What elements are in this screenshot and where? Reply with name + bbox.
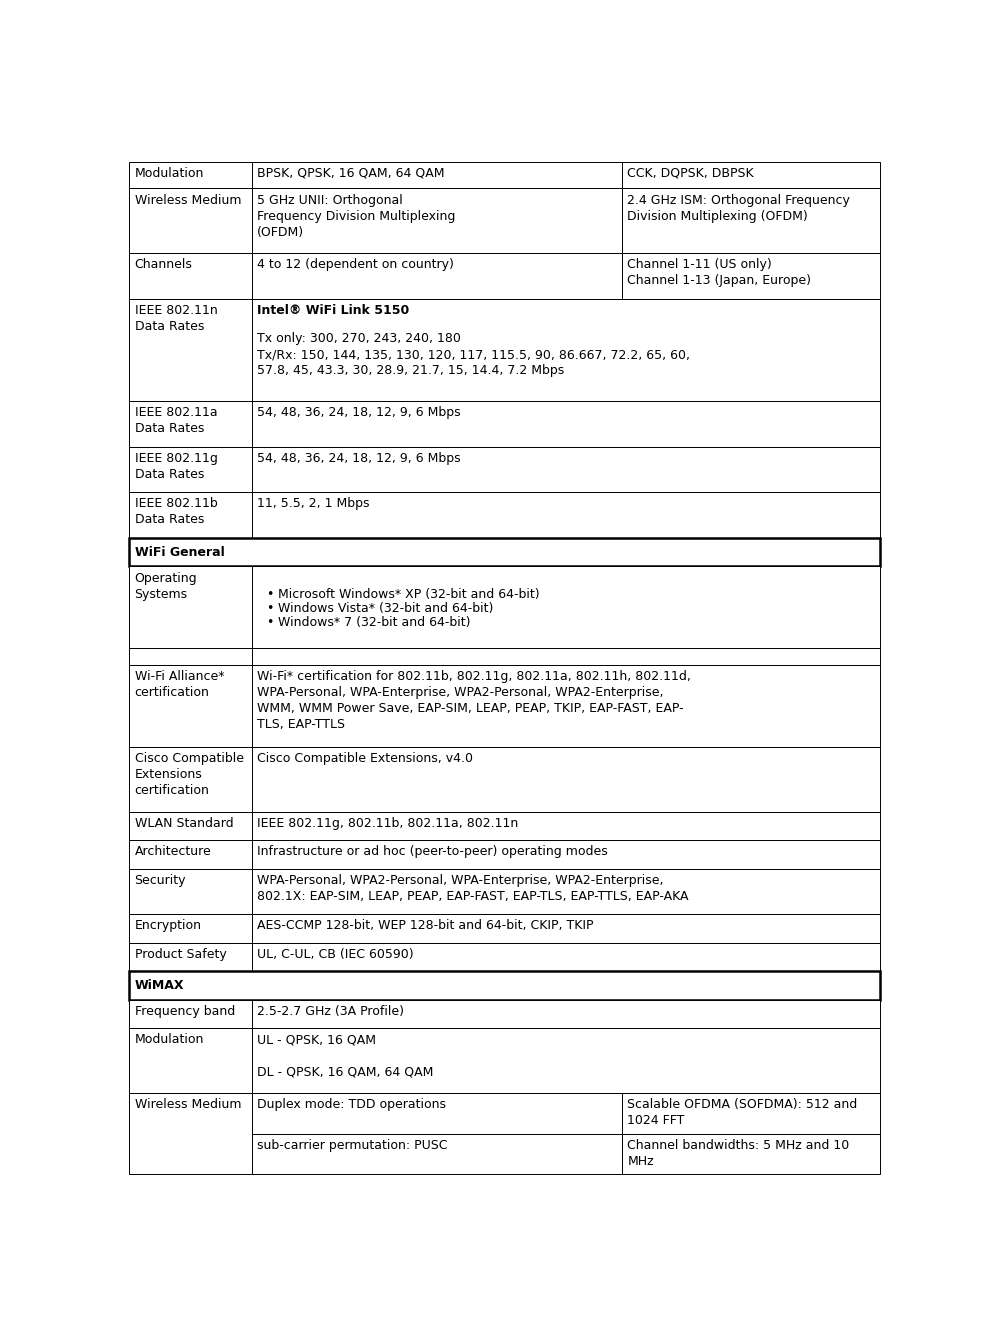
Bar — [622, 253, 881, 299]
Text: Wireless Medium: Wireless Medium — [135, 193, 241, 206]
Bar — [129, 299, 252, 401]
Text: Modulation: Modulation — [135, 1033, 204, 1046]
Text: 54, 48, 36, 24, 18, 12, 9, 6 Mbps: 54, 48, 36, 24, 18, 12, 9, 6 Mbps — [257, 406, 461, 419]
Text: UL, C-UL, CB (IEC 60590): UL, C-UL, CB (IEC 60590) — [257, 947, 414, 960]
Text: 2.4 GHz ISM: Orthogonal Frequency
Division Multiplexing (OFDM): 2.4 GHz ISM: Orthogonal Frequency Divisi… — [627, 193, 850, 222]
Bar — [129, 648, 252, 665]
Text: Cisco Compatible Extensions, v4.0: Cisco Compatible Extensions, v4.0 — [257, 751, 473, 765]
Text: Channel bandwidths: 5 MHz and 10
MHz: Channel bandwidths: 5 MHz and 10 MHz — [627, 1139, 850, 1168]
Text: 54, 48, 36, 24, 18, 12, 9, 6 Mbps: 54, 48, 36, 24, 18, 12, 9, 6 Mbps — [257, 452, 461, 464]
Text: AES-CCMP 128-bit, WEP 128-bit and 64-bit, CKIP, TKIP: AES-CCMP 128-bit, WEP 128-bit and 64-bit… — [257, 919, 594, 933]
Bar — [129, 665, 252, 747]
Text: Windows Vista* (32-bit and 64-bit): Windows Vista* (32-bit and 64-bit) — [279, 602, 493, 615]
Text: Intel® WiFi Link 5150: Intel® WiFi Link 5150 — [257, 304, 409, 316]
Text: Operating
Systems: Operating Systems — [135, 572, 197, 601]
Bar — [252, 1134, 622, 1175]
Bar — [252, 253, 622, 299]
Text: CCK, DQPSK, DBPSK: CCK, DQPSK, DBPSK — [627, 167, 754, 180]
Text: Product Safety: Product Safety — [135, 947, 227, 960]
Text: Microsoft Windows* XP (32-bit and 64-bit): Microsoft Windows* XP (32-bit and 64-bit… — [279, 589, 540, 602]
Bar — [622, 188, 881, 253]
Bar — [252, 868, 881, 914]
Text: Modulation: Modulation — [135, 167, 204, 180]
Bar — [252, 1028, 881, 1093]
Bar — [129, 868, 252, 914]
Bar — [252, 914, 881, 942]
Bar — [129, 914, 252, 942]
Bar — [129, 188, 252, 253]
Text: Duplex mode: TDD operations: Duplex mode: TDD operations — [257, 1098, 446, 1111]
Bar — [129, 566, 252, 648]
Bar — [252, 747, 881, 811]
Text: UL - QPSK, 16 QAM

DL - QPSK, 16 QAM, 64 QAM: UL - QPSK, 16 QAM DL - QPSK, 16 QAM, 64 … — [257, 1033, 433, 1078]
Text: Wi-Fi Alliance*
certification: Wi-Fi Alliance* certification — [135, 671, 224, 700]
Text: BPSK, QPSK, 16 QAM, 64 QAM: BPSK, QPSK, 16 QAM, 64 QAM — [257, 167, 444, 180]
Bar — [129, 811, 252, 840]
Text: Scalable OFDMA (SOFDMA): 512 and
1024 FFT: Scalable OFDMA (SOFDMA): 512 and 1024 FF… — [627, 1098, 858, 1127]
Text: Tx only: 300, 270, 243, 240, 180
Tx/Rx: 150, 144, 135, 130, 120, 117, 115.5, 90,: Tx only: 300, 270, 243, 240, 180 Tx/Rx: … — [257, 316, 690, 377]
Bar — [129, 161, 252, 188]
Bar — [129, 942, 252, 971]
Bar — [252, 299, 881, 401]
Text: IEEE 802.11n
Data Rates: IEEE 802.11n Data Rates — [135, 304, 218, 332]
Bar — [252, 1093, 622, 1134]
Text: 4 to 12 (dependent on country): 4 to 12 (dependent on country) — [257, 258, 454, 271]
Text: Security: Security — [135, 873, 186, 886]
Bar — [129, 1028, 252, 1093]
Bar — [252, 447, 881, 492]
Bar — [129, 1000, 252, 1028]
Text: 2.5-2.7 GHz (3A Profile): 2.5-2.7 GHz (3A Profile) — [257, 1004, 404, 1017]
Text: •: • — [266, 589, 274, 602]
Bar — [129, 447, 252, 492]
Text: Infrastructure or ad hoc (peer-to-peer) operating modes: Infrastructure or ad hoc (peer-to-peer) … — [257, 845, 608, 859]
Bar — [129, 492, 252, 538]
Text: Cisco Compatible
Extensions
certification: Cisco Compatible Extensions certificatio… — [135, 751, 243, 796]
Bar — [622, 161, 881, 188]
Text: IEEE 802.11g, 802.11b, 802.11a, 802.11n: IEEE 802.11g, 802.11b, 802.11a, 802.11n — [257, 816, 518, 830]
Text: WPA-Personal, WPA2-Personal, WPA-Enterprise, WPA2-Enterprise,
802.1X: EAP-SIM, L: WPA-Personal, WPA2-Personal, WPA-Enterpr… — [257, 873, 689, 902]
Text: sub-carrier permutation: PUSC: sub-carrier permutation: PUSC — [257, 1139, 447, 1151]
Text: Wireless Medium: Wireless Medium — [135, 1098, 241, 1111]
Bar — [129, 253, 252, 299]
Text: IEEE 802.11b
Data Rates: IEEE 802.11b Data Rates — [135, 497, 218, 527]
Bar — [129, 747, 252, 811]
Text: Channels: Channels — [135, 258, 192, 271]
Text: Channel 1-11 (US only)
Channel 1-13 (Japan, Europe): Channel 1-11 (US only) Channel 1-13 (Jap… — [627, 258, 812, 287]
Text: 5 GHz UNII: Orthogonal
Frequency Division Multiplexing
(OFDM): 5 GHz UNII: Orthogonal Frequency Divisio… — [257, 193, 455, 238]
Text: WiMAX: WiMAX — [135, 979, 184, 992]
Bar — [622, 1134, 881, 1175]
Bar — [252, 811, 881, 840]
Bar — [129, 971, 881, 1000]
Text: Wi-Fi* certification for 802.11b, 802.11g, 802.11a, 802.11h, 802.11d,
WPA-Person: Wi-Fi* certification for 802.11b, 802.11… — [257, 671, 690, 732]
Text: IEEE 802.11a
Data Rates: IEEE 802.11a Data Rates — [135, 406, 218, 435]
Text: •: • — [266, 617, 274, 630]
Bar — [129, 538, 881, 566]
Bar — [622, 1093, 881, 1134]
Bar — [252, 401, 881, 447]
Bar — [252, 665, 881, 747]
Bar — [252, 492, 881, 538]
Bar — [129, 1093, 252, 1175]
Text: IEEE 802.11g
Data Rates: IEEE 802.11g Data Rates — [135, 452, 218, 480]
Text: Frequency band: Frequency band — [135, 1004, 234, 1017]
Text: Windows* 7 (32-bit and 64-bit): Windows* 7 (32-bit and 64-bit) — [279, 617, 471, 630]
Text: •: • — [266, 602, 274, 615]
Bar — [129, 840, 252, 868]
Bar — [252, 840, 881, 868]
Bar — [252, 942, 881, 971]
Bar — [252, 648, 881, 665]
Text: 11, 5.5, 2, 1 Mbps: 11, 5.5, 2, 1 Mbps — [257, 497, 369, 511]
Bar — [129, 401, 252, 447]
Bar — [252, 188, 622, 253]
Text: Architecture: Architecture — [135, 845, 212, 859]
Bar — [252, 1000, 881, 1028]
Text: Encryption: Encryption — [135, 919, 202, 933]
Text: WLAN Standard: WLAN Standard — [135, 816, 233, 830]
Bar — [252, 161, 622, 188]
Text: WiFi General: WiFi General — [135, 545, 225, 558]
Bar — [252, 566, 881, 648]
